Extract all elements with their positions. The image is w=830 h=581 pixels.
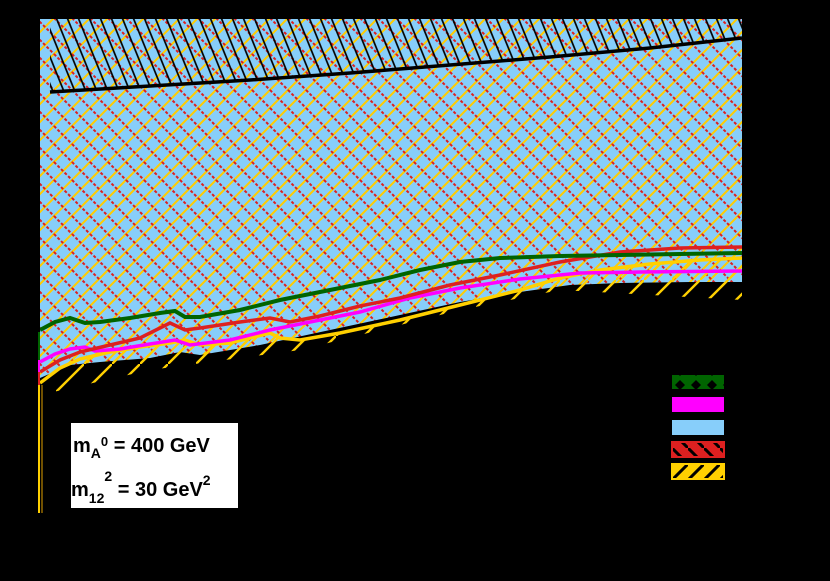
green-curve bbox=[40, 251, 742, 332]
legend-swatch-magenta bbox=[672, 397, 724, 412]
red-curve bbox=[40, 245, 742, 374]
plot-area bbox=[40, 19, 742, 395]
legend-swatch-lightblue bbox=[672, 420, 724, 435]
black-bound-line bbox=[49, 36, 742, 94]
annotation-line-1: mA0 = 400 GeV bbox=[73, 434, 211, 461]
legend-swatch-yellow bbox=[671, 463, 725, 480]
legend bbox=[671, 375, 725, 480]
magenta-curve bbox=[40, 269, 742, 364]
region-black-hatch bbox=[50, 19, 742, 92]
region-yellow-hatch bbox=[40, 258, 742, 395]
region-lightblue-crosshatch bbox=[40, 19, 742, 378]
annotation-box: mA0 = 400 GeV m122 = 30 GeV2 bbox=[71, 423, 238, 508]
legend-swatch-green bbox=[672, 375, 724, 389]
legend-swatch-red bbox=[671, 441, 725, 458]
annotation-line-2: m122 = 30 GeV2 bbox=[71, 468, 211, 506]
